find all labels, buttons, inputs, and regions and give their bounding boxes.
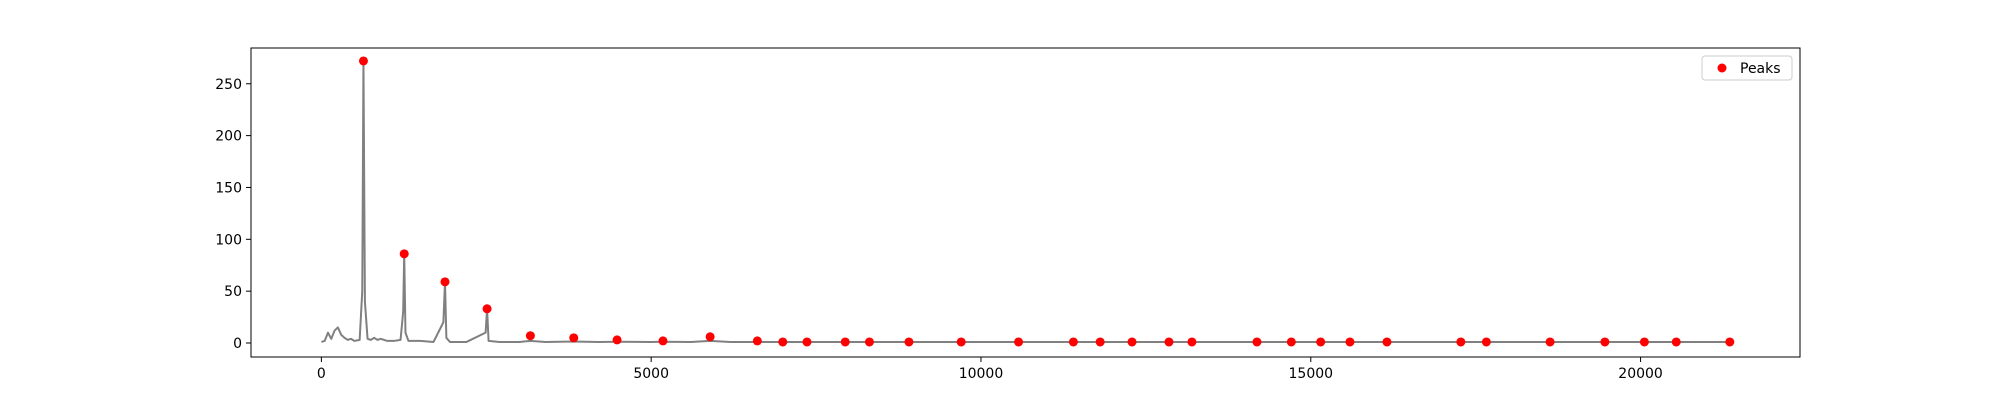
peak-point [525, 331, 535, 341]
x-tick-label: 20000 [1618, 366, 1663, 382]
legend-box [1701, 55, 1793, 81]
peak-point [752, 336, 762, 346]
peak-point [1286, 337, 1296, 347]
peak-point [705, 332, 715, 342]
peak-point [569, 333, 579, 343]
peak-point [1316, 337, 1326, 347]
peak-point [1382, 337, 1392, 347]
x-tick-label: 0 [317, 366, 326, 382]
peak-point [1345, 337, 1355, 347]
peak-point [1252, 337, 1262, 347]
peak-point [1600, 337, 1610, 347]
legend: Peaks [1701, 55, 1793, 81]
peak-point [1671, 337, 1681, 347]
peak-point [658, 336, 668, 346]
peak-point [1639, 337, 1649, 347]
y-tick-label: 100 [215, 232, 242, 248]
peak-point [904, 337, 914, 347]
peak-point [1725, 337, 1735, 347]
peak-point [399, 249, 409, 259]
peak-point [1187, 337, 1197, 347]
peak-point [802, 337, 812, 347]
legend-marker [1717, 63, 1727, 73]
y-tick-label: 50 [224, 284, 242, 300]
plot-frame [250, 47, 1801, 358]
peak-point [1127, 337, 1137, 347]
y-tick-label: 200 [215, 129, 242, 145]
peak-point [778, 337, 788, 347]
spectrum-line [321, 59, 1730, 343]
legend-label: Peaks [1740, 61, 1781, 77]
peak-point [482, 304, 492, 314]
y-tick-label: 0 [233, 336, 242, 352]
peak-point [1164, 337, 1174, 347]
peak-point [1545, 337, 1555, 347]
x-tick-label: 15000 [1289, 366, 1334, 382]
peak-point [1095, 337, 1105, 347]
peak-point [956, 337, 966, 347]
peak-point [358, 56, 368, 66]
x-tick-label: 10000 [959, 366, 1004, 382]
peak-point [840, 337, 850, 347]
peak-point [612, 335, 622, 345]
peak-point [1481, 337, 1491, 347]
peak-point [1014, 337, 1024, 347]
peak-point [1068, 337, 1078, 347]
peak-point [1456, 337, 1466, 347]
x-tick-label: 5000 [633, 366, 669, 382]
peak-point [864, 337, 874, 347]
peak-point [440, 277, 450, 287]
y-tick-label: 250 [215, 77, 242, 93]
y-tick-label: 150 [215, 180, 242, 196]
